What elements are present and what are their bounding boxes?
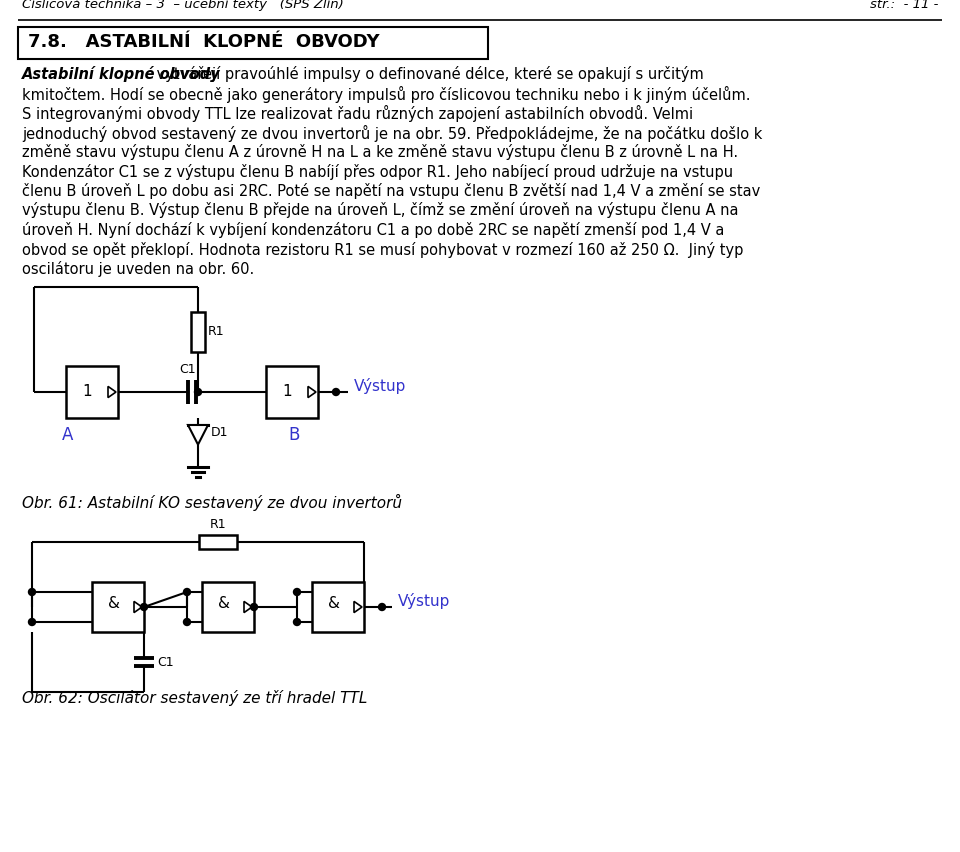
Polygon shape (308, 387, 316, 398)
Text: S integrovanými obvody TTL lze realizovat řadu různých zapojení astabilních obvo: S integrovanými obvody TTL lze realizova… (22, 105, 693, 122)
Circle shape (294, 619, 300, 625)
Text: D1: D1 (211, 426, 228, 440)
Text: Obr. 62: Oscilátor sestavený ze tří hradel TTL: Obr. 62: Oscilátor sestavený ze tří hrad… (22, 690, 368, 706)
Circle shape (140, 603, 148, 611)
Bar (266, 366, 318, 418)
Text: oscilátoru je uveden na obr. 60.: oscilátoru je uveden na obr. 60. (22, 261, 254, 277)
Circle shape (183, 619, 190, 625)
Text: R1: R1 (209, 518, 227, 531)
Text: 7.8.   ASTABILNÍ  KLOPNÉ  OBVODY: 7.8. ASTABILNÍ KLOPNÉ OBVODY (28, 33, 379, 51)
Circle shape (183, 589, 190, 596)
Text: C1: C1 (157, 655, 174, 669)
Text: Obr. 61: Astabilní KO sestavený ze dvou invertorů: Obr. 61: Astabilní KO sestavený ze dvou … (22, 494, 402, 511)
Text: 1: 1 (83, 383, 92, 399)
Text: obvod se opět překlopí. Hodnota rezistoru R1 se musí pohybovat v rozmezí 160 až : obvod se opět překlopí. Hodnota rezistor… (22, 241, 743, 257)
Bar (202, 582, 254, 632)
Text: Kondenzátor C1 se z výstupu členu B nabíjí přes odpor R1. Jeho nabíjecí proud ud: Kondenzátor C1 se z výstupu členu B nabí… (22, 164, 733, 180)
Text: změně stavu výstupu členu A z úrovně H na L a ke změně stavu výstupu členu B z ú: změně stavu výstupu členu A z úrovně H n… (22, 144, 738, 160)
Bar (312, 582, 364, 632)
Text: B: B (288, 426, 300, 444)
Bar (191, 312, 205, 352)
Bar (92, 582, 144, 632)
Text: členu B úroveň L po dobu asi 2RC. Poté se napětí na vstupu členu B zvětší nad 1,: členu B úroveň L po dobu asi 2RC. Poté s… (22, 183, 760, 199)
Text: Výstup: Výstup (398, 593, 450, 609)
Bar (18, 27, 488, 59)
Text: Číslicová technika – 3  – učební texty   (SPŠ Zlín): Číslicová technika – 3 – učební texty (S… (22, 0, 344, 11)
Circle shape (29, 619, 36, 625)
Text: vytvářejí pravoúhlé impulsy o definované délce, které se opakují s určitým: vytvářejí pravoúhlé impulsy o definované… (152, 66, 704, 82)
Bar (66, 366, 118, 418)
Circle shape (251, 603, 257, 611)
Text: jednoduchý obvod sestavený ze dvou invertorů je na obr. 59. Předpokládejme, že n: jednoduchý obvod sestavený ze dvou inver… (22, 124, 762, 141)
Text: A: A (62, 426, 74, 444)
Text: kmitočtem. Hodí se obecně jako generátory impulsů pro číslicovou techniku nebo i: kmitočtem. Hodí se obecně jako generátor… (22, 85, 751, 102)
Circle shape (378, 603, 386, 611)
Text: Astabilní klopné obvody: Astabilní klopné obvody (22, 66, 221, 82)
Bar (199, 535, 237, 549)
Circle shape (294, 589, 300, 596)
Text: Výstup: Výstup (354, 378, 406, 394)
Text: str.:  - 11 -: str.: - 11 - (870, 0, 938, 11)
Text: úroveň H. Nyní dochází k vybíjení kondenzátoru C1 a po době 2RC se napětí zmenší: úroveň H. Nyní dochází k vybíjení konden… (22, 222, 725, 238)
Polygon shape (134, 602, 142, 613)
Text: výstupu členu B. Výstup členu B přejde na úroveň L, čímž se změní úroveň na výst: výstupu členu B. Výstup členu B přejde n… (22, 203, 738, 218)
Text: R1: R1 (208, 325, 225, 338)
Polygon shape (354, 602, 362, 613)
Circle shape (29, 589, 36, 596)
Circle shape (332, 389, 340, 395)
Text: C1: C1 (180, 363, 196, 376)
Text: 1: 1 (282, 383, 292, 399)
Circle shape (195, 389, 202, 395)
Polygon shape (244, 602, 252, 613)
Polygon shape (188, 425, 208, 445)
Polygon shape (108, 387, 116, 398)
Text: &: & (108, 596, 120, 612)
Text: &: & (328, 596, 340, 612)
Text: &: & (218, 596, 230, 612)
